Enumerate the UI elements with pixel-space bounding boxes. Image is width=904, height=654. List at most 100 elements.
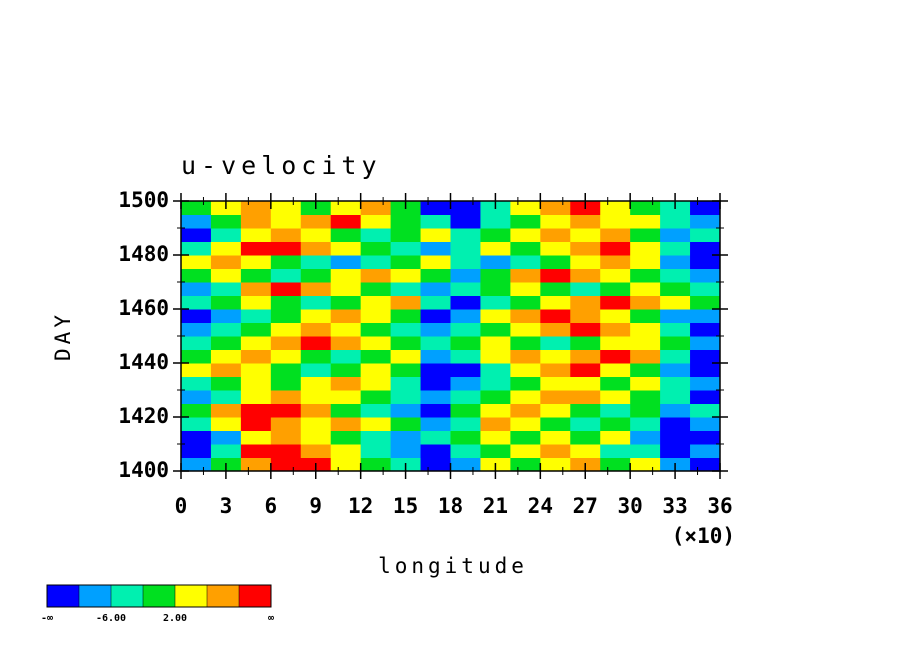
cell xyxy=(420,228,451,242)
cell xyxy=(270,363,302,377)
cell xyxy=(210,214,242,229)
cell xyxy=(330,403,362,418)
cell xyxy=(510,309,541,323)
cell xyxy=(660,214,691,229)
cell xyxy=(510,282,541,296)
cell xyxy=(480,241,511,256)
cell xyxy=(390,241,422,256)
cell xyxy=(240,349,272,364)
cell xyxy=(600,403,631,418)
cell xyxy=(630,376,661,391)
cell xyxy=(600,228,631,242)
cell xyxy=(630,322,661,337)
colorbar-swatch xyxy=(79,585,111,607)
cell xyxy=(510,349,541,364)
cell xyxy=(600,390,631,404)
cell xyxy=(420,268,451,283)
cell xyxy=(510,268,541,283)
cell xyxy=(420,349,451,364)
cell xyxy=(210,417,242,431)
cell xyxy=(360,322,392,337)
cell xyxy=(270,336,302,350)
cell xyxy=(240,376,272,391)
cell xyxy=(210,376,242,391)
cell xyxy=(510,417,541,431)
cell xyxy=(270,457,302,472)
cell xyxy=(300,282,332,296)
cell xyxy=(181,295,212,310)
cell xyxy=(270,403,302,418)
cell xyxy=(210,444,242,458)
x-tick-label: 27 xyxy=(573,494,598,518)
cell xyxy=(480,349,511,364)
cell xyxy=(510,255,541,269)
cell xyxy=(690,403,721,418)
cell xyxy=(300,228,332,242)
cell xyxy=(600,309,631,323)
cell xyxy=(690,430,721,445)
cell xyxy=(690,214,721,229)
cell xyxy=(630,255,661,269)
cell xyxy=(600,376,631,391)
cell xyxy=(270,444,302,458)
cell xyxy=(360,363,392,377)
cell xyxy=(570,444,601,458)
cell xyxy=(690,363,721,377)
y-axis-label: DAY xyxy=(51,311,75,361)
y-tick-label: 1440 xyxy=(118,350,169,374)
cell xyxy=(330,376,362,391)
x-tick-label: 12 xyxy=(348,494,373,518)
cell xyxy=(390,390,422,404)
cell xyxy=(210,390,242,404)
cell xyxy=(690,322,721,337)
cell xyxy=(360,241,392,256)
cell xyxy=(240,417,272,431)
cell xyxy=(630,241,661,256)
y-tick-label: 1400 xyxy=(118,458,169,482)
cell xyxy=(181,268,212,283)
cell xyxy=(270,322,302,337)
cell xyxy=(450,457,481,472)
cell xyxy=(630,214,661,229)
cell xyxy=(690,457,721,472)
cell xyxy=(300,363,332,377)
cell xyxy=(240,241,272,256)
cell xyxy=(540,390,571,404)
x-tick-label: 36 xyxy=(707,494,732,518)
cell xyxy=(570,430,601,445)
x-tick-label: 24 xyxy=(528,494,553,518)
cell xyxy=(181,282,212,296)
cell xyxy=(300,241,332,256)
cell xyxy=(240,255,272,269)
cell xyxy=(690,282,721,296)
cell xyxy=(300,214,332,229)
cell xyxy=(420,336,451,350)
cell xyxy=(330,282,362,296)
cell xyxy=(270,376,302,391)
cell xyxy=(480,322,511,337)
cell xyxy=(210,403,242,418)
cell xyxy=(390,322,422,337)
cell xyxy=(510,241,541,256)
cell xyxy=(510,214,541,229)
cell xyxy=(540,295,571,310)
cell xyxy=(300,295,332,310)
cell xyxy=(210,430,242,445)
cell xyxy=(570,214,601,229)
cell xyxy=(390,268,422,283)
cell xyxy=(330,214,362,229)
cell xyxy=(181,201,212,215)
x-axis-label: longitude xyxy=(378,554,528,578)
y-tick-label: 1460 xyxy=(118,296,169,320)
cell xyxy=(181,309,212,323)
cell xyxy=(450,363,481,377)
cell xyxy=(480,295,511,310)
x-tick-label: 0 xyxy=(175,494,188,518)
cell xyxy=(570,255,601,269)
cell xyxy=(270,228,302,242)
cell xyxy=(330,457,362,472)
cell xyxy=(660,268,691,283)
x-tick-label: 3 xyxy=(220,494,233,518)
cell xyxy=(240,403,272,418)
cell xyxy=(420,255,451,269)
